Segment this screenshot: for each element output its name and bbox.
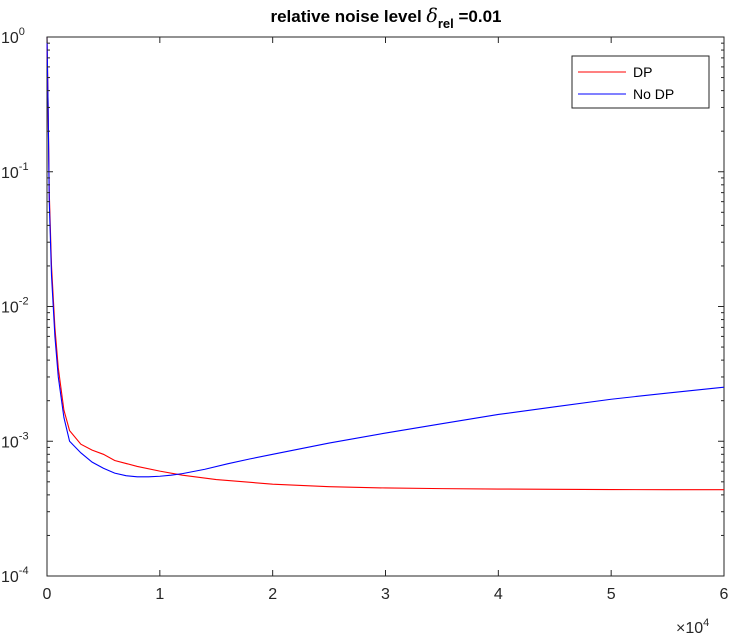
y-tick-label-exponent: 0 [19,26,25,38]
legend-label-dp: DP [633,64,652,80]
x-multiplier-exponent: 4 [703,617,709,629]
x-tick-label: 4 [494,586,503,603]
y-tick-label-base: 10 [1,30,19,47]
x-tick-label: 2 [268,586,277,603]
title-symbol: δ [426,5,437,27]
x-multiplier-base: ×10 [676,620,703,637]
series-line-no-dp [46,36,725,478]
y-tick-label-base: 10 [1,434,19,451]
y-tick-label-exponent: -3 [19,430,29,442]
legend-label-no-dp: No DP [633,86,674,102]
title-suffix: =0.01 [454,7,502,26]
series-layer [46,36,725,491]
x-tick-label: 3 [381,586,390,603]
y-tick-label: 10-1 [1,161,29,182]
y-tick-label: 10-3 [1,430,29,451]
y-tick-label: 10-4 [1,565,29,586]
x-axis-multiplier: ×104 [676,617,709,637]
x-tick-label: 0 [43,586,52,603]
legend: DP No DP [571,55,710,109]
title-prefix: relative noise level [270,7,426,26]
y-tick-label-exponent: -1 [19,161,29,173]
legend-box [571,55,710,109]
x-tick-label: 6 [720,586,729,603]
y-tick-label-base: 10 [1,165,19,182]
tick-layer [46,36,725,577]
title-subscript: rel [438,16,454,31]
x-tick-label: 5 [607,586,616,603]
y-tick-label-exponent: -2 [19,296,29,308]
y-tick-label: 10-2 [1,296,29,317]
y-tick-label: 100 [1,26,25,47]
plot-area [46,36,725,577]
x-tick-label: 1 [155,586,164,603]
y-tick-label-exponent: -4 [19,565,29,577]
y-tick-label-base: 10 [1,569,19,586]
chart-title: relative noise level δrel =0.01 [270,5,501,31]
y-tick-label-base: 10 [1,300,19,317]
